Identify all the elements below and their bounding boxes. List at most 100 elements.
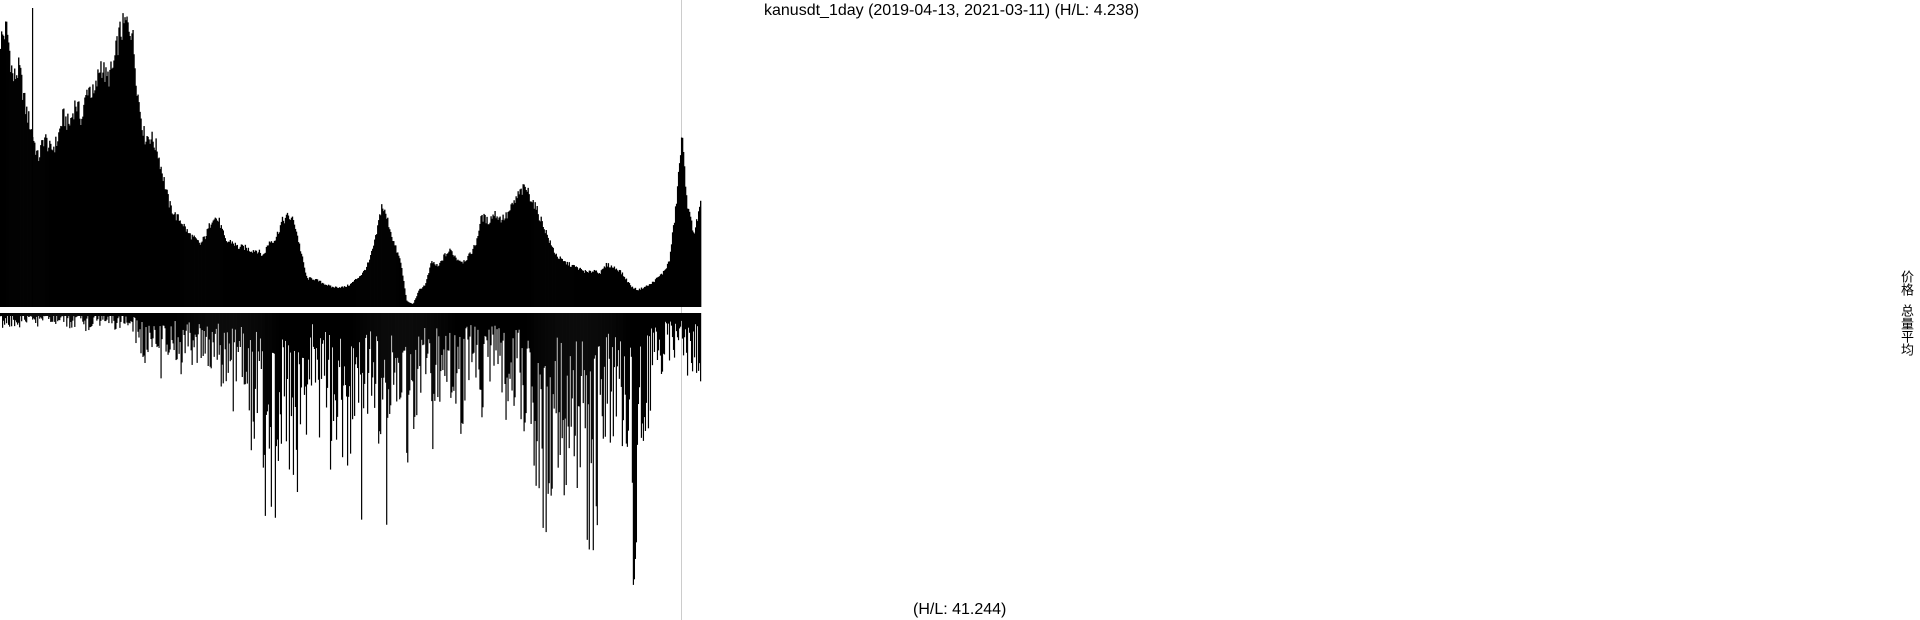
volume-bar — [490, 313, 492, 346]
volume-bar — [654, 313, 657, 328]
volume-bar — [405, 313, 407, 347]
volume-bar — [209, 313, 211, 367]
volume-bar — [100, 313, 102, 321]
volume-bar — [485, 313, 487, 337]
volume-bar — [157, 313, 159, 346]
volume-bar — [667, 313, 670, 324]
price-bar — [540, 216, 542, 307]
price-bar — [46, 137, 48, 307]
volume-bar — [494, 313, 496, 326]
volume-bar — [623, 313, 625, 357]
price-bar — [441, 260, 443, 307]
volume-bar — [572, 313, 574, 371]
volume-bar — [137, 313, 139, 332]
price-bar — [402, 275, 404, 307]
price-bar — [230, 243, 233, 307]
volume-bar — [48, 313, 50, 319]
price-bar — [239, 246, 242, 307]
price-bar — [122, 13, 124, 307]
price-bar — [452, 254, 454, 307]
price-bar — [638, 288, 641, 307]
volume-bar — [105, 313, 107, 322]
price-bar — [99, 72, 101, 308]
volume-bar — [545, 313, 547, 533]
volume-bar — [132, 313, 134, 332]
volume-bar — [542, 313, 544, 528]
price-bar — [339, 287, 342, 307]
price-bar — [646, 285, 649, 307]
price-bar — [425, 283, 427, 307]
price-bar — [24, 92, 26, 308]
volume-bar — [85, 313, 87, 332]
price-bar — [434, 264, 436, 307]
volume-bar — [694, 313, 697, 325]
price-bar — [287, 215, 290, 307]
price-bar — [23, 93, 25, 307]
price-bar — [361, 275, 363, 307]
volume-bar — [187, 313, 189, 347]
price-bar — [308, 277, 311, 307]
price-bar — [76, 111, 78, 308]
price-bar — [514, 202, 516, 307]
price-bar — [249, 251, 252, 307]
price-bar — [529, 201, 531, 307]
price-bar — [692, 232, 695, 307]
volume-bar — [170, 313, 172, 327]
volume-bar — [168, 313, 170, 353]
price-bar — [497, 219, 499, 307]
volume-bar — [165, 313, 167, 352]
price-bar — [157, 158, 159, 307]
price-bar — [103, 62, 105, 308]
volume-bar — [674, 313, 677, 324]
price-bar — [544, 233, 546, 307]
price-bar — [512, 204, 514, 307]
volume-bar — [645, 313, 648, 403]
volume-bar — [675, 313, 678, 332]
price-bar — [193, 235, 195, 307]
price-bar — [210, 224, 212, 307]
price-bar — [177, 214, 179, 307]
price-bar — [72, 113, 74, 308]
volume-bar — [581, 313, 583, 342]
volume-bar — [37, 313, 39, 327]
price-bar — [124, 17, 126, 308]
volume-bar — [270, 313, 272, 507]
price-bar — [548, 242, 550, 307]
volume-bar — [210, 313, 212, 369]
price-bar — [231, 241, 234, 307]
volume-bar — [642, 313, 645, 441]
volume-bar — [172, 313, 174, 344]
volume-bar — [412, 313, 414, 382]
price-bar — [43, 146, 45, 307]
price-bar — [536, 206, 538, 307]
price-bar — [588, 270, 591, 307]
price-bar — [619, 270, 622, 307]
volume-bar — [59, 313, 61, 321]
price-bar — [117, 55, 119, 307]
volume-bar — [584, 313, 586, 429]
volume-bar — [320, 313, 323, 379]
price-bar — [640, 287, 643, 307]
volume-bar — [326, 313, 329, 388]
price-bar — [656, 277, 659, 307]
price-bar — [329, 285, 332, 307]
volume-bar — [486, 313, 488, 341]
volume-bar — [39, 313, 41, 319]
price-bar — [223, 235, 225, 307]
price-bar — [449, 248, 451, 307]
price-bar — [595, 270, 598, 307]
price-bar — [137, 94, 139, 307]
volume-bar — [498, 313, 500, 329]
volume-bar — [406, 313, 408, 453]
price-bar — [535, 209, 537, 307]
price-bar — [433, 262, 435, 307]
price-bar — [277, 233, 280, 307]
volume-bar — [305, 313, 308, 435]
price-bar — [224, 238, 226, 307]
price-bar — [478, 230, 480, 307]
price-bar — [503, 220, 505, 307]
volume-bar — [460, 313, 462, 434]
volume-bar — [258, 313, 260, 361]
volume-bar — [526, 313, 528, 349]
price-bar — [375, 235, 377, 307]
